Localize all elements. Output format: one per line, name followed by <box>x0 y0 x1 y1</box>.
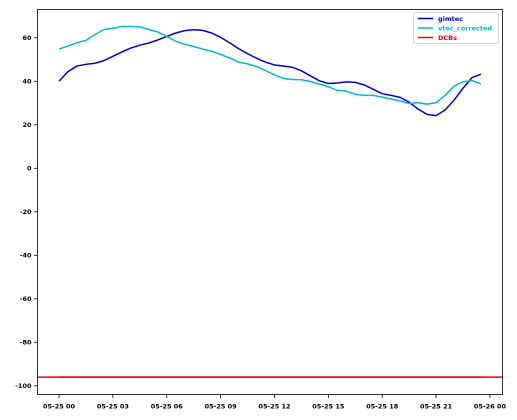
plot-area <box>37 9 503 395</box>
series-line-vtec-corrected <box>58 25 482 105</box>
series-layer <box>37 25 503 378</box>
axis-layer: -100 -80 -60 -40 -20 0 20 40 60 05-25 00 05-25 03 0… <box>15 34 506 410</box>
x-tick-label: 05-26 00 <box>474 403 507 411</box>
legend-box <box>413 12 499 44</box>
x-tick-label: 05-25 09 <box>205 403 238 411</box>
x-tick-label: 05-25 21 <box>420 403 453 411</box>
y-tick-label: 40 <box>22 78 32 86</box>
y-tick-label: -100 <box>15 382 32 390</box>
y-tick-label: 20 <box>22 121 32 129</box>
x-tick-label: 05-25 03 <box>97 403 129 411</box>
x-tick-label: 05-25 15 <box>312 403 345 411</box>
x-tick-label: 05-25 18 <box>366 403 399 411</box>
y-tick-label: -40 <box>20 252 32 260</box>
x-tick-label: 05-25 12 <box>258 403 290 411</box>
x-tick-label: 05-25 00 <box>43 403 76 411</box>
y-tick-label: 0 <box>27 165 32 173</box>
y-tick-label: -60 <box>20 295 32 303</box>
legend-label: vtec_corrected <box>438 24 492 32</box>
x-tick-label: 05-25 06 <box>151 403 184 411</box>
legend-label: DCBs <box>438 34 457 42</box>
y-tick-label: 60 <box>22 34 32 42</box>
legend-label: gimtec <box>438 15 463 23</box>
y-tick-label: -20 <box>20 208 32 216</box>
y-tick-label: -80 <box>20 339 32 347</box>
